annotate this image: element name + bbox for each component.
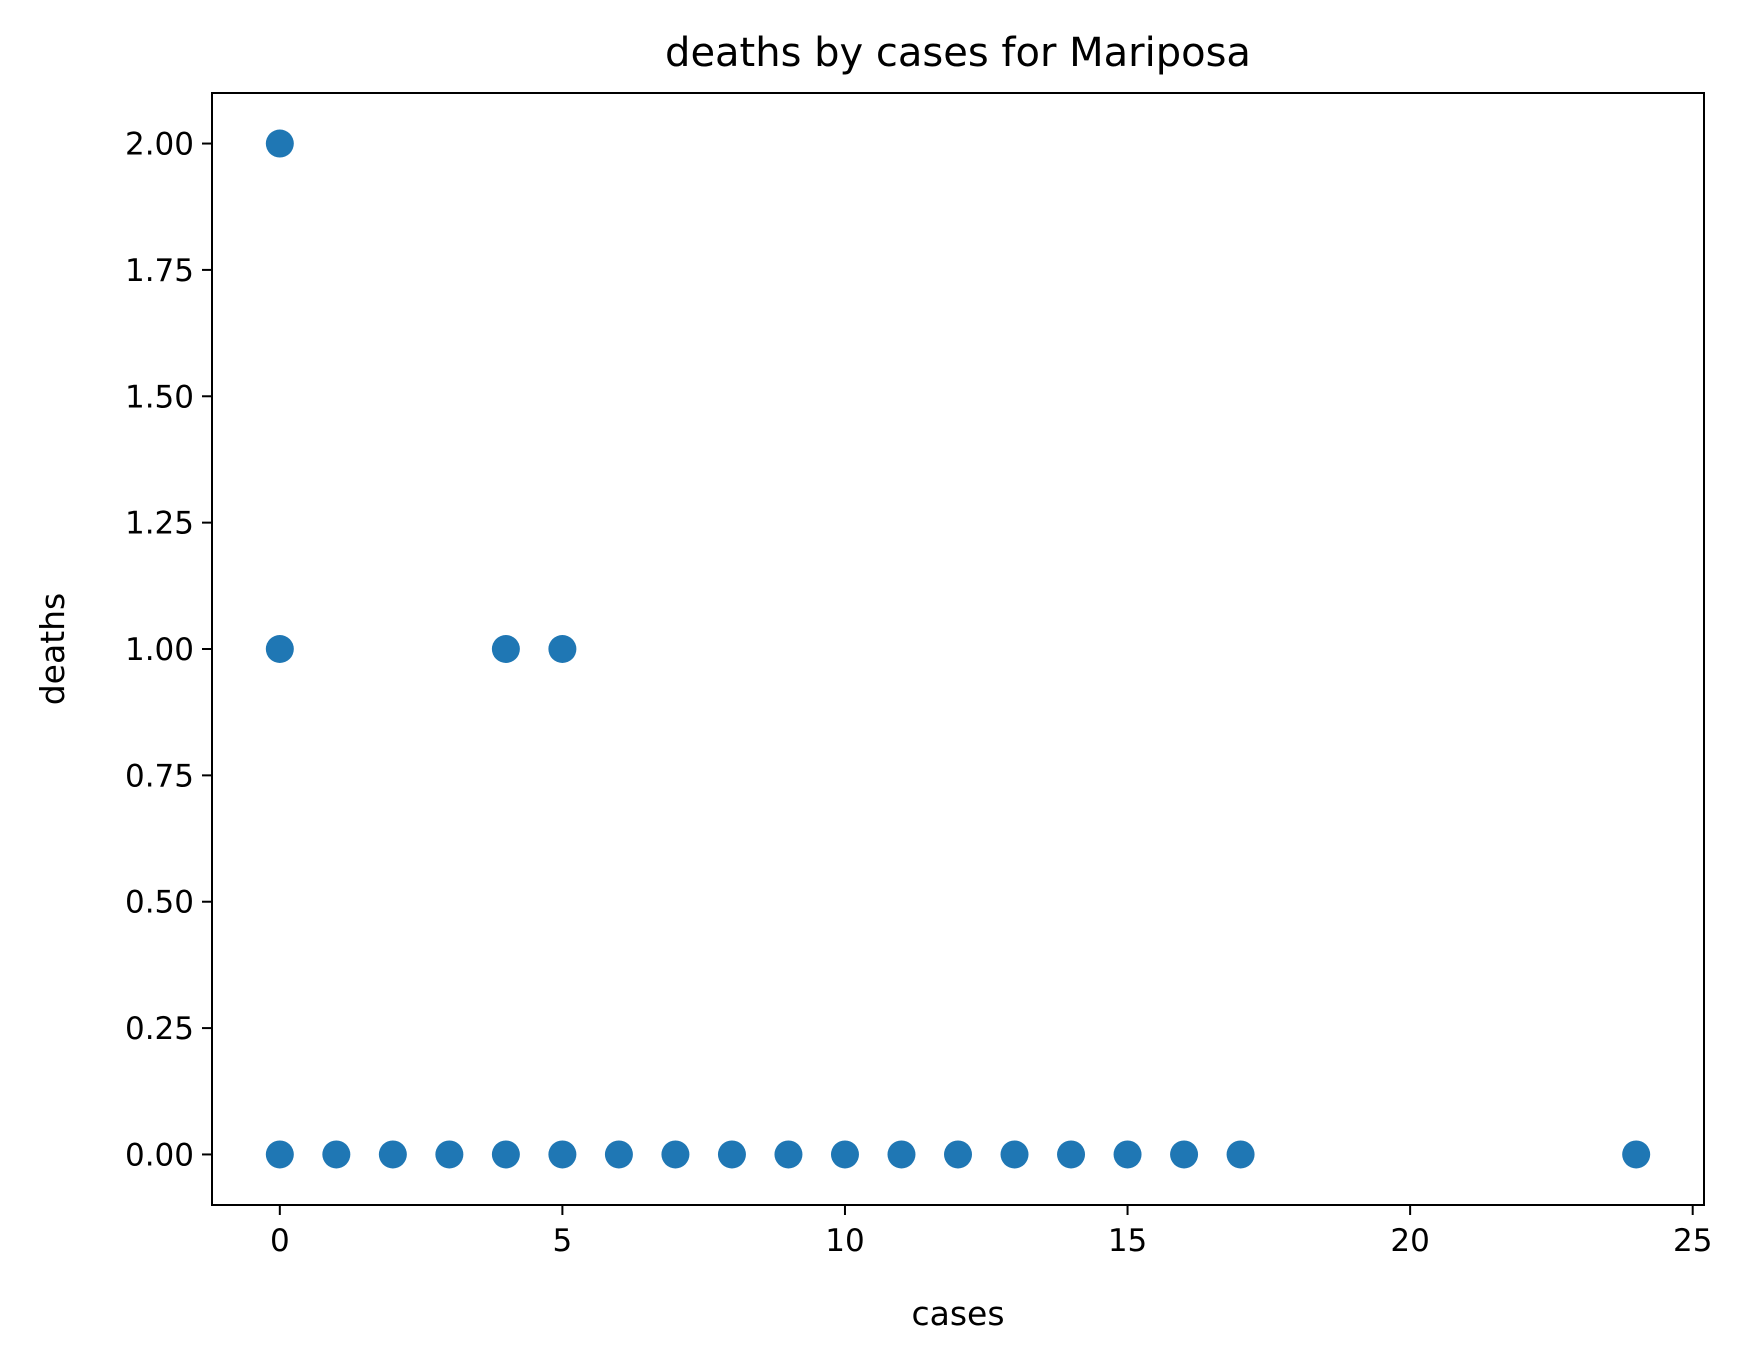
y-tick-label: 0.75 [125, 758, 194, 794]
data-point [548, 635, 577, 663]
x-tick-label: 0 [270, 1223, 290, 1259]
y-tick-label: 2.00 [125, 127, 194, 163]
data-point [944, 1140, 972, 1169]
x-tick-label: 15 [1108, 1223, 1147, 1259]
x-axis: 0 5 10 15 20 25 [270, 1205, 1712, 1259]
data-point [661, 1140, 690, 1169]
x-tick-label: 20 [1390, 1223, 1429, 1259]
data-point [604, 1140, 633, 1169]
data-point [548, 1140, 577, 1169]
y-tick-label: 1.25 [125, 506, 194, 542]
x-tick-label: 25 [1673, 1223, 1712, 1259]
data-point [1113, 1140, 1142, 1169]
x-tick-label: 5 [553, 1223, 573, 1259]
data-point [1057, 1140, 1086, 1169]
y-axis-title: deaths [33, 593, 72, 706]
y-tick-label: 0.50 [125, 885, 194, 921]
data-point [491, 635, 520, 663]
data-points [265, 129, 1651, 1169]
data-point [322, 1140, 351, 1169]
plot-area-frame [211, 92, 1705, 1206]
data-point [491, 1140, 520, 1169]
data-point [1622, 1140, 1651, 1169]
chart-title: deaths by cases for Mariposa [665, 30, 1251, 76]
y-tick-label: 0.00 [125, 1137, 194, 1173]
y-tick-label: 1.00 [125, 632, 194, 668]
x-axis-title: cases [911, 1294, 1004, 1333]
data-point [887, 1140, 916, 1169]
data-point [265, 635, 294, 663]
y-tick-label: 0.25 [125, 1011, 194, 1047]
data-point [830, 1140, 859, 1169]
y-tick-label: 1.75 [125, 253, 194, 289]
data-point [717, 1140, 746, 1169]
data-point [1000, 1140, 1029, 1169]
y-tick-label: 1.50 [125, 379, 194, 415]
data-point [435, 1140, 464, 1169]
data-point [774, 1140, 803, 1169]
data-point [265, 129, 294, 158]
x-tick-label: 10 [825, 1223, 864, 1259]
y-axis: 0.00 0.25 0.50 0.75 1.00 1.25 1.50 1.75 2.00 [125, 127, 212, 1173]
data-point [1170, 1140, 1199, 1169]
data-point [1226, 1140, 1255, 1169]
data-point [265, 1140, 294, 1169]
data-point [378, 1140, 407, 1169]
